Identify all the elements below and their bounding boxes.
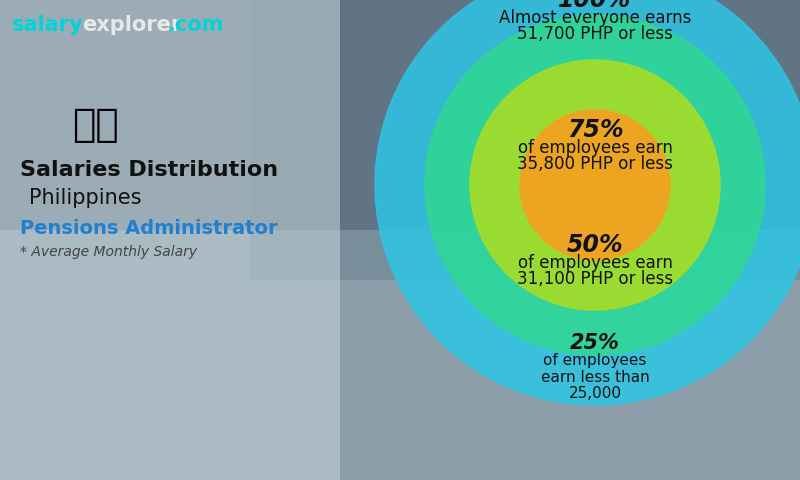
Text: earn less than: earn less than <box>541 370 650 384</box>
Text: of employees earn: of employees earn <box>518 254 673 272</box>
Text: Pensions Administrator: Pensions Administrator <box>20 218 278 238</box>
Text: Almost everyone earns: Almost everyone earns <box>499 9 691 27</box>
Text: salary: salary <box>12 15 84 35</box>
Text: explorer: explorer <box>82 15 182 35</box>
Bar <box>250 0 800 280</box>
Circle shape <box>470 60 720 310</box>
Bar <box>0 0 340 480</box>
Circle shape <box>375 0 800 405</box>
Text: of employees: of employees <box>543 353 646 369</box>
Text: 25,000: 25,000 <box>569 385 622 400</box>
Circle shape <box>520 110 670 260</box>
Text: 51,700 PHP or less: 51,700 PHP or less <box>517 25 673 43</box>
Text: * Average Monthly Salary: * Average Monthly Salary <box>20 245 197 259</box>
Text: of employees earn: of employees earn <box>518 139 673 157</box>
Circle shape <box>425 15 765 355</box>
Text: 50%: 50% <box>566 233 623 257</box>
Text: 31,100 PHP or less: 31,100 PHP or less <box>517 270 673 288</box>
Text: .com: .com <box>168 15 224 35</box>
Text: 100%: 100% <box>558 0 631 12</box>
Text: 35,800 PHP or less: 35,800 PHP or less <box>517 155 673 173</box>
Text: 75%: 75% <box>566 118 623 142</box>
Text: Salaries Distribution: Salaries Distribution <box>20 160 278 180</box>
Text: 🇵🇭: 🇵🇭 <box>72 106 118 144</box>
Bar <box>0 0 800 230</box>
Text: 25%: 25% <box>570 333 620 353</box>
Text: Philippines: Philippines <box>29 188 142 208</box>
